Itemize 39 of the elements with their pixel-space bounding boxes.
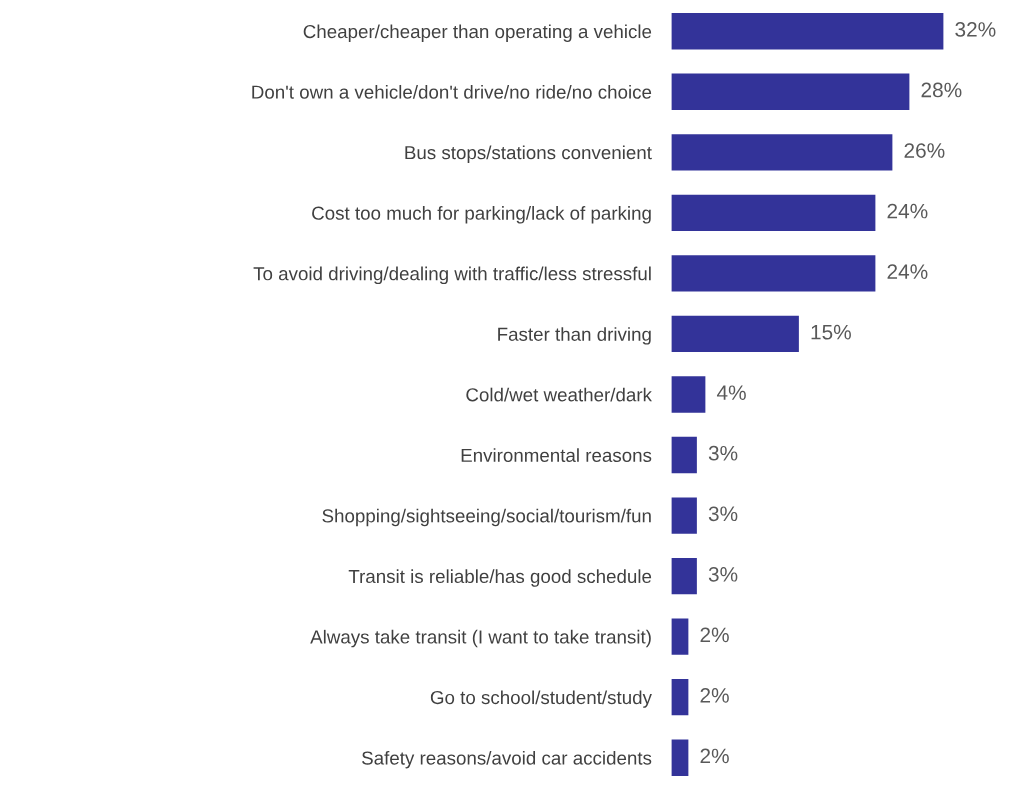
bar [671, 557, 697, 595]
y-tick-label: Go to school/student/study [430, 690, 652, 708]
y-tick-label: Don't own a vehicle/don't drive/no ride/no choice [252, 84, 652, 99]
y-tick-label: Shopping/sightseeing/social/tourism/fun [322, 508, 651, 527]
data-label: 24% [887, 203, 928, 219]
y-tick-label: Bus stops/stations convenient [405, 145, 652, 163]
y-tick-label: Cheaper/cheaper than operating a vehicle [303, 24, 652, 42]
y-tick-label: To avoid driving/dealing with traffic/less stressful [253, 266, 651, 285]
data-label: 2% [700, 627, 729, 643]
bar [671, 436, 697, 474]
y-tick-label: Transit is reliable/has good schedule [348, 569, 652, 587]
y-tick-label: Safety reasons/avoid car accidents [362, 750, 652, 769]
data-label: 2% [700, 688, 729, 703]
data-label: 32% [955, 22, 996, 37]
data-label: 3% [708, 506, 738, 522]
bar [671, 618, 689, 655]
data-label: 2% [700, 748, 729, 764]
y-tick-label: Cold/wet weather/dark [466, 387, 652, 402]
bar [671, 739, 689, 776]
y-tick-label: Environmental reasons [461, 448, 652, 462]
y-tick-label: Cost too much for parking/lack of parking [312, 206, 651, 224]
y-tick-label: Faster than driving [498, 327, 651, 345]
y-tick-label: Always take transit (I want to take transit) [310, 629, 651, 648]
data-label: 3% [708, 566, 738, 582]
bar [671, 134, 893, 171]
bar [671, 315, 799, 353]
data-label: 4% [716, 385, 746, 400]
bar [671, 255, 876, 292]
bar [671, 679, 689, 716]
bar [671, 376, 706, 413]
data-label: 3% [708, 445, 738, 461]
bar [671, 497, 697, 534]
bar [671, 194, 876, 232]
data-label: 28% [921, 82, 962, 98]
data-label: 24% [887, 264, 928, 279]
bar [671, 13, 944, 50]
data-label: 15% [811, 324, 851, 340]
data-label: 26% [904, 143, 945, 158]
bar [671, 73, 910, 110]
